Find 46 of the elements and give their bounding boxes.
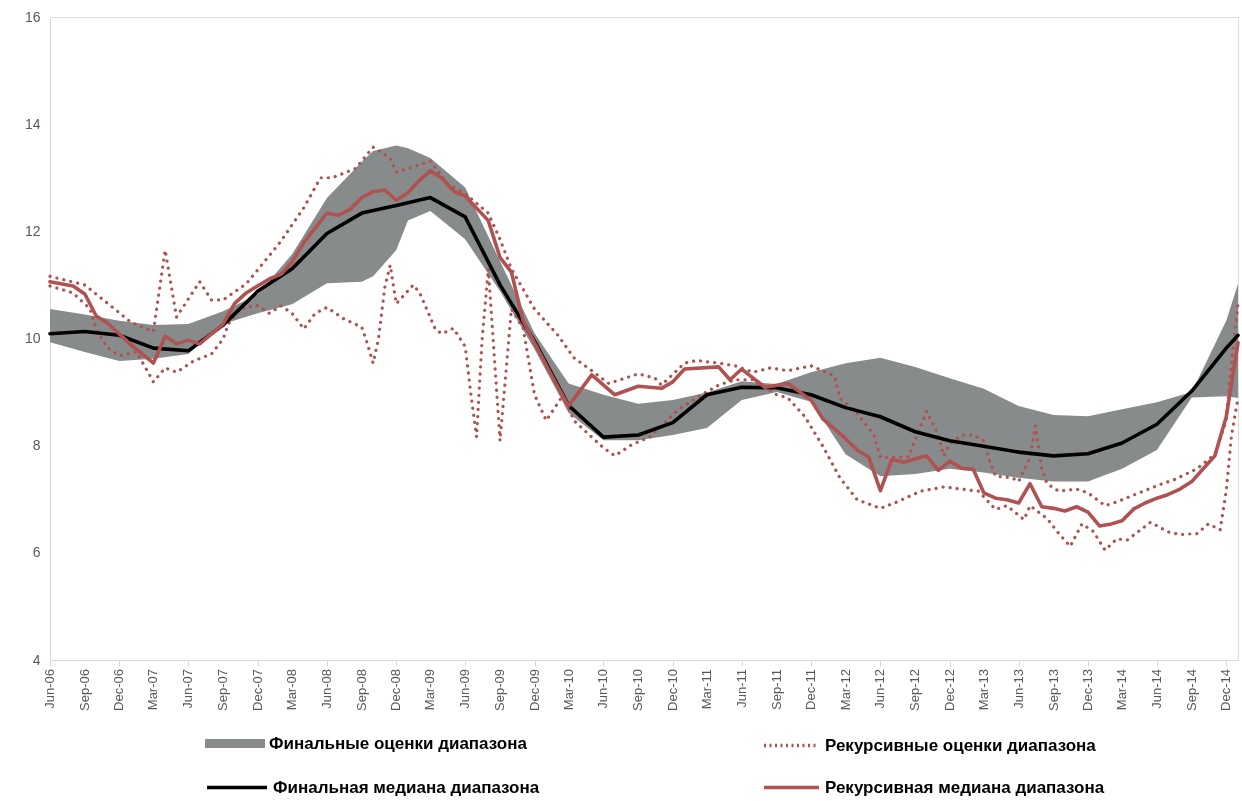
- x-tick-label: Jun-10: [595, 669, 611, 709]
- x-tick-label: Sep-08: [353, 669, 369, 711]
- x-tick-label: Dec-07: [249, 669, 265, 711]
- x-tick-label: Mar-13: [975, 669, 991, 711]
- x-tick-label: Sep-12: [907, 669, 923, 711]
- x-tick-label: Sep-07: [215, 669, 231, 711]
- x-tick-label: Mar-08: [284, 669, 300, 711]
- x-tick-label: Mar-07: [145, 669, 161, 711]
- x-tick-label: Mar-09: [422, 669, 438, 711]
- y-tick-label: 12: [24, 222, 41, 239]
- x-tick-label: Jun-12: [872, 669, 888, 709]
- x-tick-label: Dec-12: [941, 669, 957, 711]
- x-tick-label: Jun-09: [457, 669, 473, 709]
- legend-label: Финальная медиана диапазона: [273, 777, 540, 797]
- x-tick-label: Dec-10: [664, 669, 680, 711]
- y-tick-label: 16: [24, 8, 41, 25]
- x-tick-label: Sep-14: [1183, 669, 1199, 711]
- x-tick-label: Sep-13: [1045, 669, 1061, 711]
- x-tick-label: Dec-06: [111, 669, 127, 711]
- legend-label: Рекурсивная медиана диапазона: [825, 777, 1105, 797]
- legend-label: Финальные оценки диапазона: [269, 733, 528, 753]
- y-tick-label: 14: [24, 115, 41, 132]
- y-tick-label: 10: [24, 330, 41, 346]
- x-tick-label: Dec-09: [526, 669, 542, 711]
- x-tick-label: Dec-13: [1079, 669, 1095, 711]
- y-tick-label: 8: [32, 437, 41, 454]
- x-tick-label: Jun-08: [318, 669, 334, 709]
- x-tick-label: Sep-09: [492, 669, 508, 711]
- x-tick-label: Jun-14: [1148, 669, 1164, 709]
- x-tick-label: Dec-08: [388, 669, 404, 711]
- x-tick-label: Jun-06: [42, 669, 57, 709]
- y-tick-label: 6: [32, 544, 41, 561]
- x-tick-label: Mar-12: [837, 669, 853, 711]
- x-tick-label: Sep-10: [630, 669, 646, 711]
- legend-label: Рекурсивные оценки диапазона: [825, 735, 1097, 755]
- x-tick-label: Sep-11: [768, 669, 784, 710]
- x-tick-label: Jun-07: [180, 669, 196, 709]
- x-tick-label: Mar-11: [698, 669, 714, 710]
- x-tick-label: Mar-14: [1114, 669, 1130, 711]
- x-tick-label: Dec-11: [803, 669, 819, 710]
- x-tick-label: Jun-13: [1010, 669, 1026, 709]
- y-tick-label: 4: [32, 651, 41, 668]
- x-tick-label: Sep-06: [76, 669, 92, 711]
- x-tick-label: Mar-10: [560, 669, 576, 711]
- x-tick-label: Dec-14: [1218, 669, 1234, 711]
- x-tick-label: Jun-11: [733, 669, 749, 708]
